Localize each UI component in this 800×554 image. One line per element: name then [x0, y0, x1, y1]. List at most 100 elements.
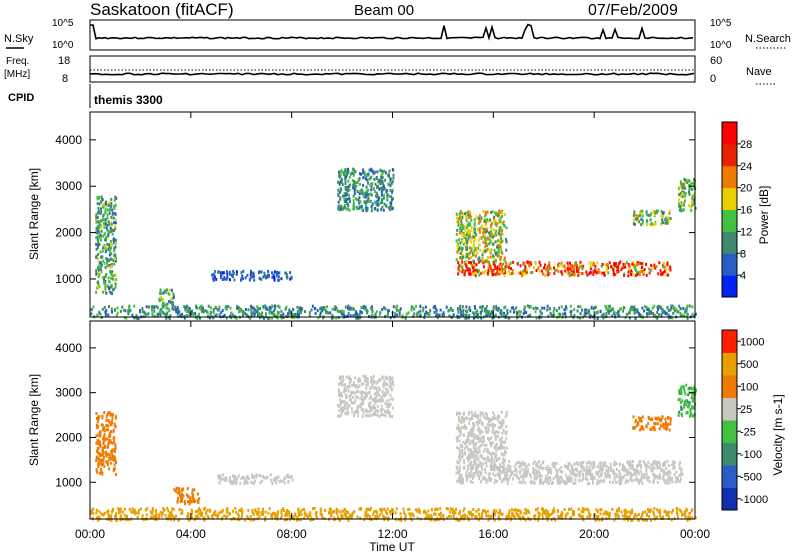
heatmap-cell	[145, 305, 148, 309]
heatmap-cell	[640, 211, 643, 215]
freq-tick-bottom: 8	[62, 73, 68, 85]
heatmap-cell	[345, 175, 347, 179]
heatmap-cell	[108, 467, 111, 471]
heatmap-cell	[604, 463, 607, 467]
heatmap-cell	[234, 474, 236, 478]
heatmap-cell	[168, 300, 171, 304]
heatmap-cell	[102, 462, 105, 466]
heatmap-cell	[463, 426, 466, 430]
heatmap-cell	[588, 261, 591, 265]
heatmap-cell	[359, 391, 362, 395]
heatmap-cell	[141, 310, 144, 314]
heatmap-cell	[464, 442, 466, 446]
heatmap-cell	[163, 289, 166, 293]
heatmap-cell	[348, 404, 351, 408]
heatmap-cell	[327, 311, 330, 315]
heatmap-cell	[667, 422, 670, 426]
heatmap-cell	[257, 307, 260, 311]
heatmap-cell	[499, 468, 501, 472]
heatmap-cell	[377, 409, 379, 413]
heatmap-cell	[535, 462, 538, 466]
heatmap-cell	[604, 474, 607, 478]
heatmap-cell	[147, 305, 150, 309]
heatmap-cell	[486, 423, 489, 426]
heatmap-cell	[494, 222, 497, 226]
heatmap-cell	[367, 172, 370, 176]
heatmap-cell	[354, 398, 357, 402]
heatmap-cell	[339, 376, 342, 380]
heatmap-cell	[104, 238, 107, 242]
heatmap-cell	[631, 460, 634, 463]
heatmap-cell	[666, 273, 669, 277]
heatmap-cell	[556, 470, 559, 474]
heatmap-cell	[627, 479, 630, 483]
heatmap-cell	[98, 462, 100, 466]
heatmap-cell	[386, 512, 389, 515]
heatmap-cell	[102, 437, 105, 441]
heatmap-cell	[661, 221, 664, 225]
heatmap-cell	[519, 480, 521, 484]
heatmap-cell	[524, 310, 527, 314]
heatmap-cell	[628, 267, 631, 271]
heatmap-cell	[524, 471, 527, 475]
heatmap-cell	[244, 312, 247, 315]
heatmap-cell	[504, 271, 507, 275]
heatmap-cell	[617, 310, 620, 314]
heatmap-cell	[584, 311, 586, 315]
heatmap-cell	[110, 197, 113, 201]
heatmap-cell	[463, 461, 466, 465]
heatmap-cell	[588, 311, 591, 315]
heatmap-cell	[398, 310, 401, 314]
heatmap-cell	[620, 476, 623, 479]
heatmap-cell	[602, 316, 605, 320]
heatmap-cell	[460, 263, 463, 267]
heatmap-cell	[346, 385, 349, 388]
heatmap-cell	[375, 310, 378, 314]
heatmap-cell	[612, 469, 615, 473]
heatmap-cell	[585, 308, 588, 312]
heatmap-cell	[457, 266, 460, 270]
heatmap-cell	[364, 391, 366, 395]
heatmap-cell	[503, 314, 506, 318]
heatmap-cell	[113, 257, 116, 261]
heatmap-cell	[538, 260, 541, 264]
heatmap-cell	[478, 273, 481, 277]
heatmap-cell	[366, 208, 369, 212]
heatmap-cell	[267, 269, 270, 273]
heatmap-cell	[505, 413, 508, 416]
heatmap-cell	[597, 268, 600, 271]
heatmap-cell	[461, 452, 464, 455]
heatmap-cell	[462, 255, 465, 259]
heatmap-cell	[322, 306, 325, 310]
heatmap-cell	[633, 210, 636, 214]
heatmap-cell	[100, 512, 103, 516]
heatmap-cell	[648, 466, 651, 470]
heatmap-cell	[104, 245, 107, 249]
heatmap-cell	[499, 220, 502, 224]
heatmap-cell	[457, 220, 460, 224]
heatmap-cell	[458, 411, 460, 415]
heatmap-cell	[479, 235, 482, 239]
heatmap-cell	[656, 461, 659, 465]
heatmap-cell	[650, 212, 653, 216]
heatmap-cell	[461, 216, 464, 220]
heatmap-cell	[508, 270, 511, 273]
heatmap-cell	[375, 177, 378, 180]
heatmap-cell	[511, 513, 514, 517]
heatmap-cell	[458, 212, 461, 216]
heatmap-cell	[178, 493, 181, 497]
heatmap-cell	[386, 405, 389, 409]
heatmap-cell	[419, 313, 422, 317]
heatmap-cell	[372, 385, 375, 389]
heatmap-cell	[525, 464, 528, 468]
heatmap-cell	[473, 455, 476, 459]
power-ylabel: Slant Range [km]	[27, 168, 41, 260]
heatmap-cell	[631, 466, 634, 470]
heatmap-cell	[470, 512, 472, 516]
heatmap-cell	[640, 476, 643, 480]
heatmap-cell	[251, 306, 254, 310]
heatmap-cell	[102, 259, 105, 263]
heatmap-cell	[678, 185, 681, 189]
power-colorbar-label: Power [dB]	[757, 186, 771, 245]
heatmap-cell	[665, 267, 668, 271]
